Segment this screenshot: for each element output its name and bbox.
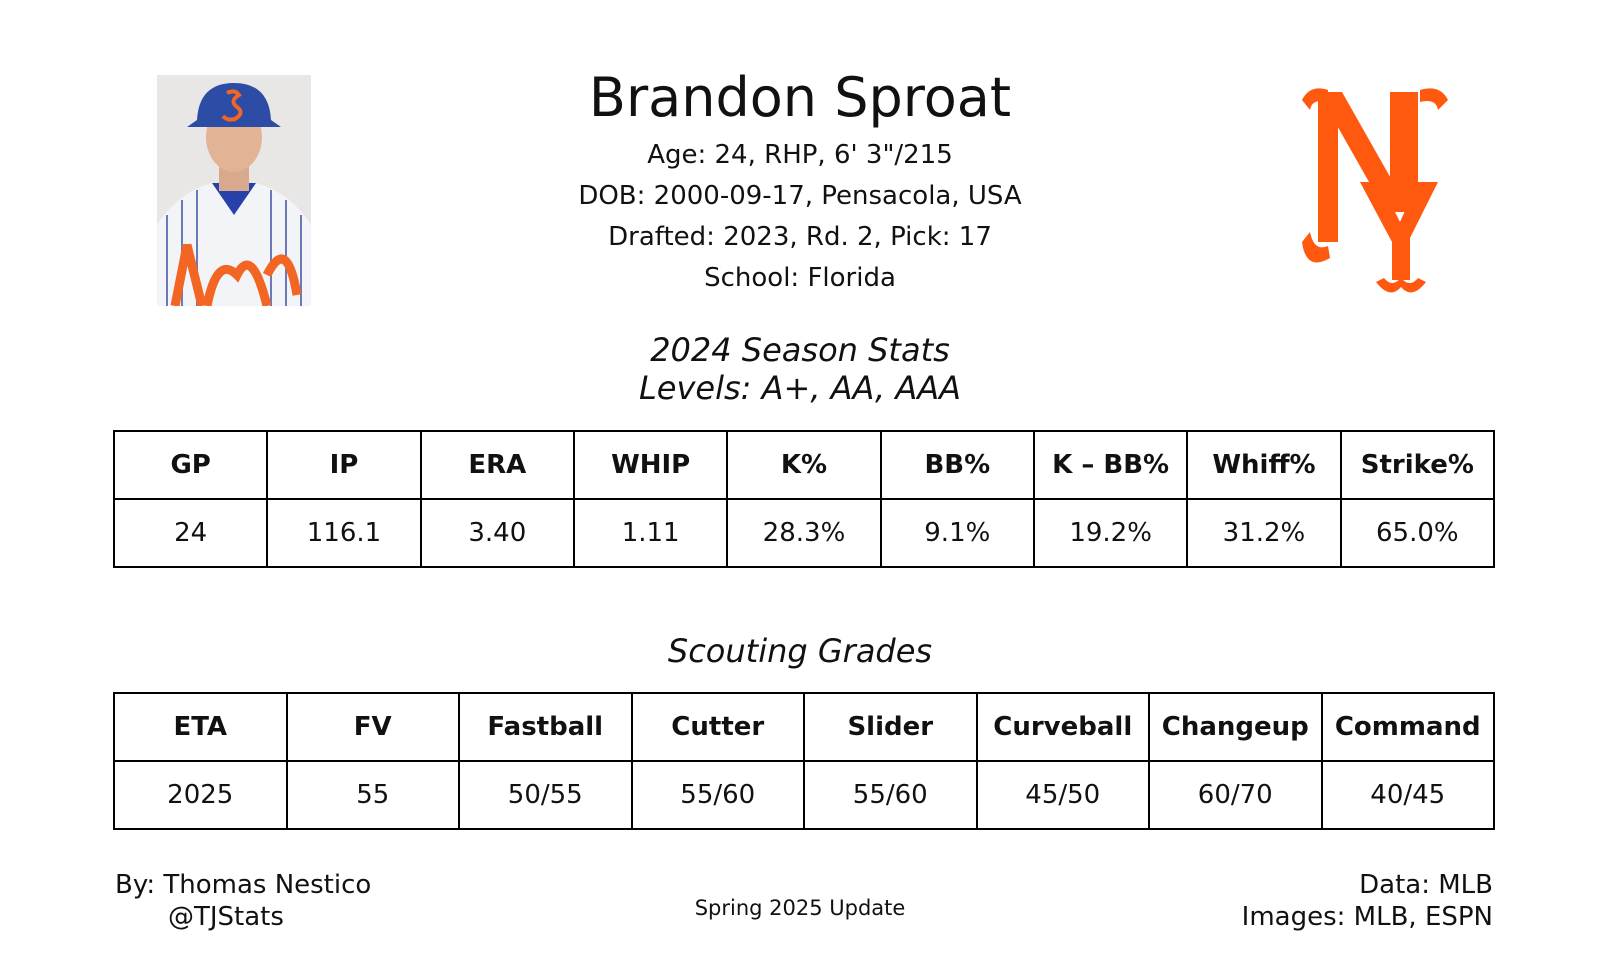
cell: 2025 bbox=[113, 760, 288, 830]
cell: 65.0% bbox=[1339, 498, 1496, 568]
player-name: Brandon Sproat bbox=[588, 66, 1012, 129]
column-header: K% bbox=[726, 430, 882, 500]
column-header: Changeup bbox=[1148, 692, 1323, 762]
update-note: Spring 2025 Update bbox=[694, 896, 906, 920]
cell: 9.1% bbox=[879, 498, 1035, 568]
column-header: IP bbox=[266, 430, 422, 500]
column-header: WHIP bbox=[572, 430, 729, 500]
data-row: 24 116.1 3.40 1.11 28.3% 9.1% 19.2% 31.2% 65.0% bbox=[112, 498, 1496, 568]
cell: 3.40 bbox=[419, 498, 575, 568]
bio-line: School: Florida bbox=[704, 263, 896, 293]
column-header: K – BB% bbox=[1032, 430, 1189, 500]
column-header: Fastball bbox=[458, 692, 633, 762]
column-header: Strike% bbox=[1339, 430, 1496, 500]
column-header: Whiff% bbox=[1186, 430, 1342, 500]
column-header: BB% bbox=[879, 430, 1035, 500]
column-header: Curveball bbox=[975, 692, 1150, 762]
bio-line: DOB: 2000-09-17, Pensacola, USA bbox=[578, 181, 1022, 211]
scouting-title: Scouting Grades bbox=[667, 632, 933, 670]
cell: 60/70 bbox=[1148, 760, 1323, 830]
cell: 28.3% bbox=[726, 498, 882, 568]
season-levels: Levels: A+, AA, AAA bbox=[638, 369, 962, 407]
season-table: GP IP ERA WHIP K% BB% K – BB% Whiff% Strike% 24 11… bbox=[112, 430, 1496, 568]
season-title: 2024 Season Stats bbox=[650, 331, 950, 369]
team-logo bbox=[1302, 88, 1448, 293]
bio-line: Drafted: 2023, Rd. 2, Pick: 17 bbox=[608, 222, 992, 252]
handle: @TJStats bbox=[168, 902, 284, 932]
column-header: Command bbox=[1320, 692, 1495, 762]
bio-line: Age: 24, RHP, 6' 3"/215 bbox=[647, 140, 953, 170]
player-photo bbox=[157, 75, 311, 306]
cell: 116.1 bbox=[266, 498, 422, 568]
cell: 1.11 bbox=[572, 498, 729, 568]
data-source: Data: MLB bbox=[1359, 870, 1493, 900]
cell: 55/60 bbox=[803, 760, 978, 830]
column-header: GP bbox=[112, 430, 269, 500]
column-header: ETA bbox=[113, 692, 288, 762]
cell: 50/55 bbox=[458, 760, 633, 830]
cell: 45/50 bbox=[975, 760, 1150, 830]
column-header: ERA bbox=[419, 430, 575, 500]
scouting-table: ETA FV Fastball Cutter Slider Curveball Change… bbox=[113, 692, 1495, 830]
column-header: FV bbox=[285, 692, 460, 762]
author: By: Thomas Nestico bbox=[115, 870, 372, 900]
cell: 24 bbox=[112, 498, 269, 568]
column-header: Slider bbox=[803, 692, 978, 762]
cell: 31.2% bbox=[1186, 498, 1342, 568]
column-header: Cutter bbox=[630, 692, 805, 762]
cell: 55/60 bbox=[630, 760, 805, 830]
image-source: Images: MLB, ESPN bbox=[1241, 902, 1493, 932]
header-row: GP IP ERA WHIP K% BB% K – BB% Whiff% Strike% bbox=[112, 430, 1496, 500]
header-row: ETA FV Fastball Cutter Slider Curveball Change… bbox=[113, 692, 1495, 762]
data-row: 2025 55 50/55 55/60 55/60 45/50 60/70 40/45 bbox=[113, 760, 1495, 830]
cell: 55 bbox=[285, 760, 460, 830]
cell: 40/45 bbox=[1320, 760, 1495, 830]
cell: 19.2% bbox=[1032, 498, 1189, 568]
